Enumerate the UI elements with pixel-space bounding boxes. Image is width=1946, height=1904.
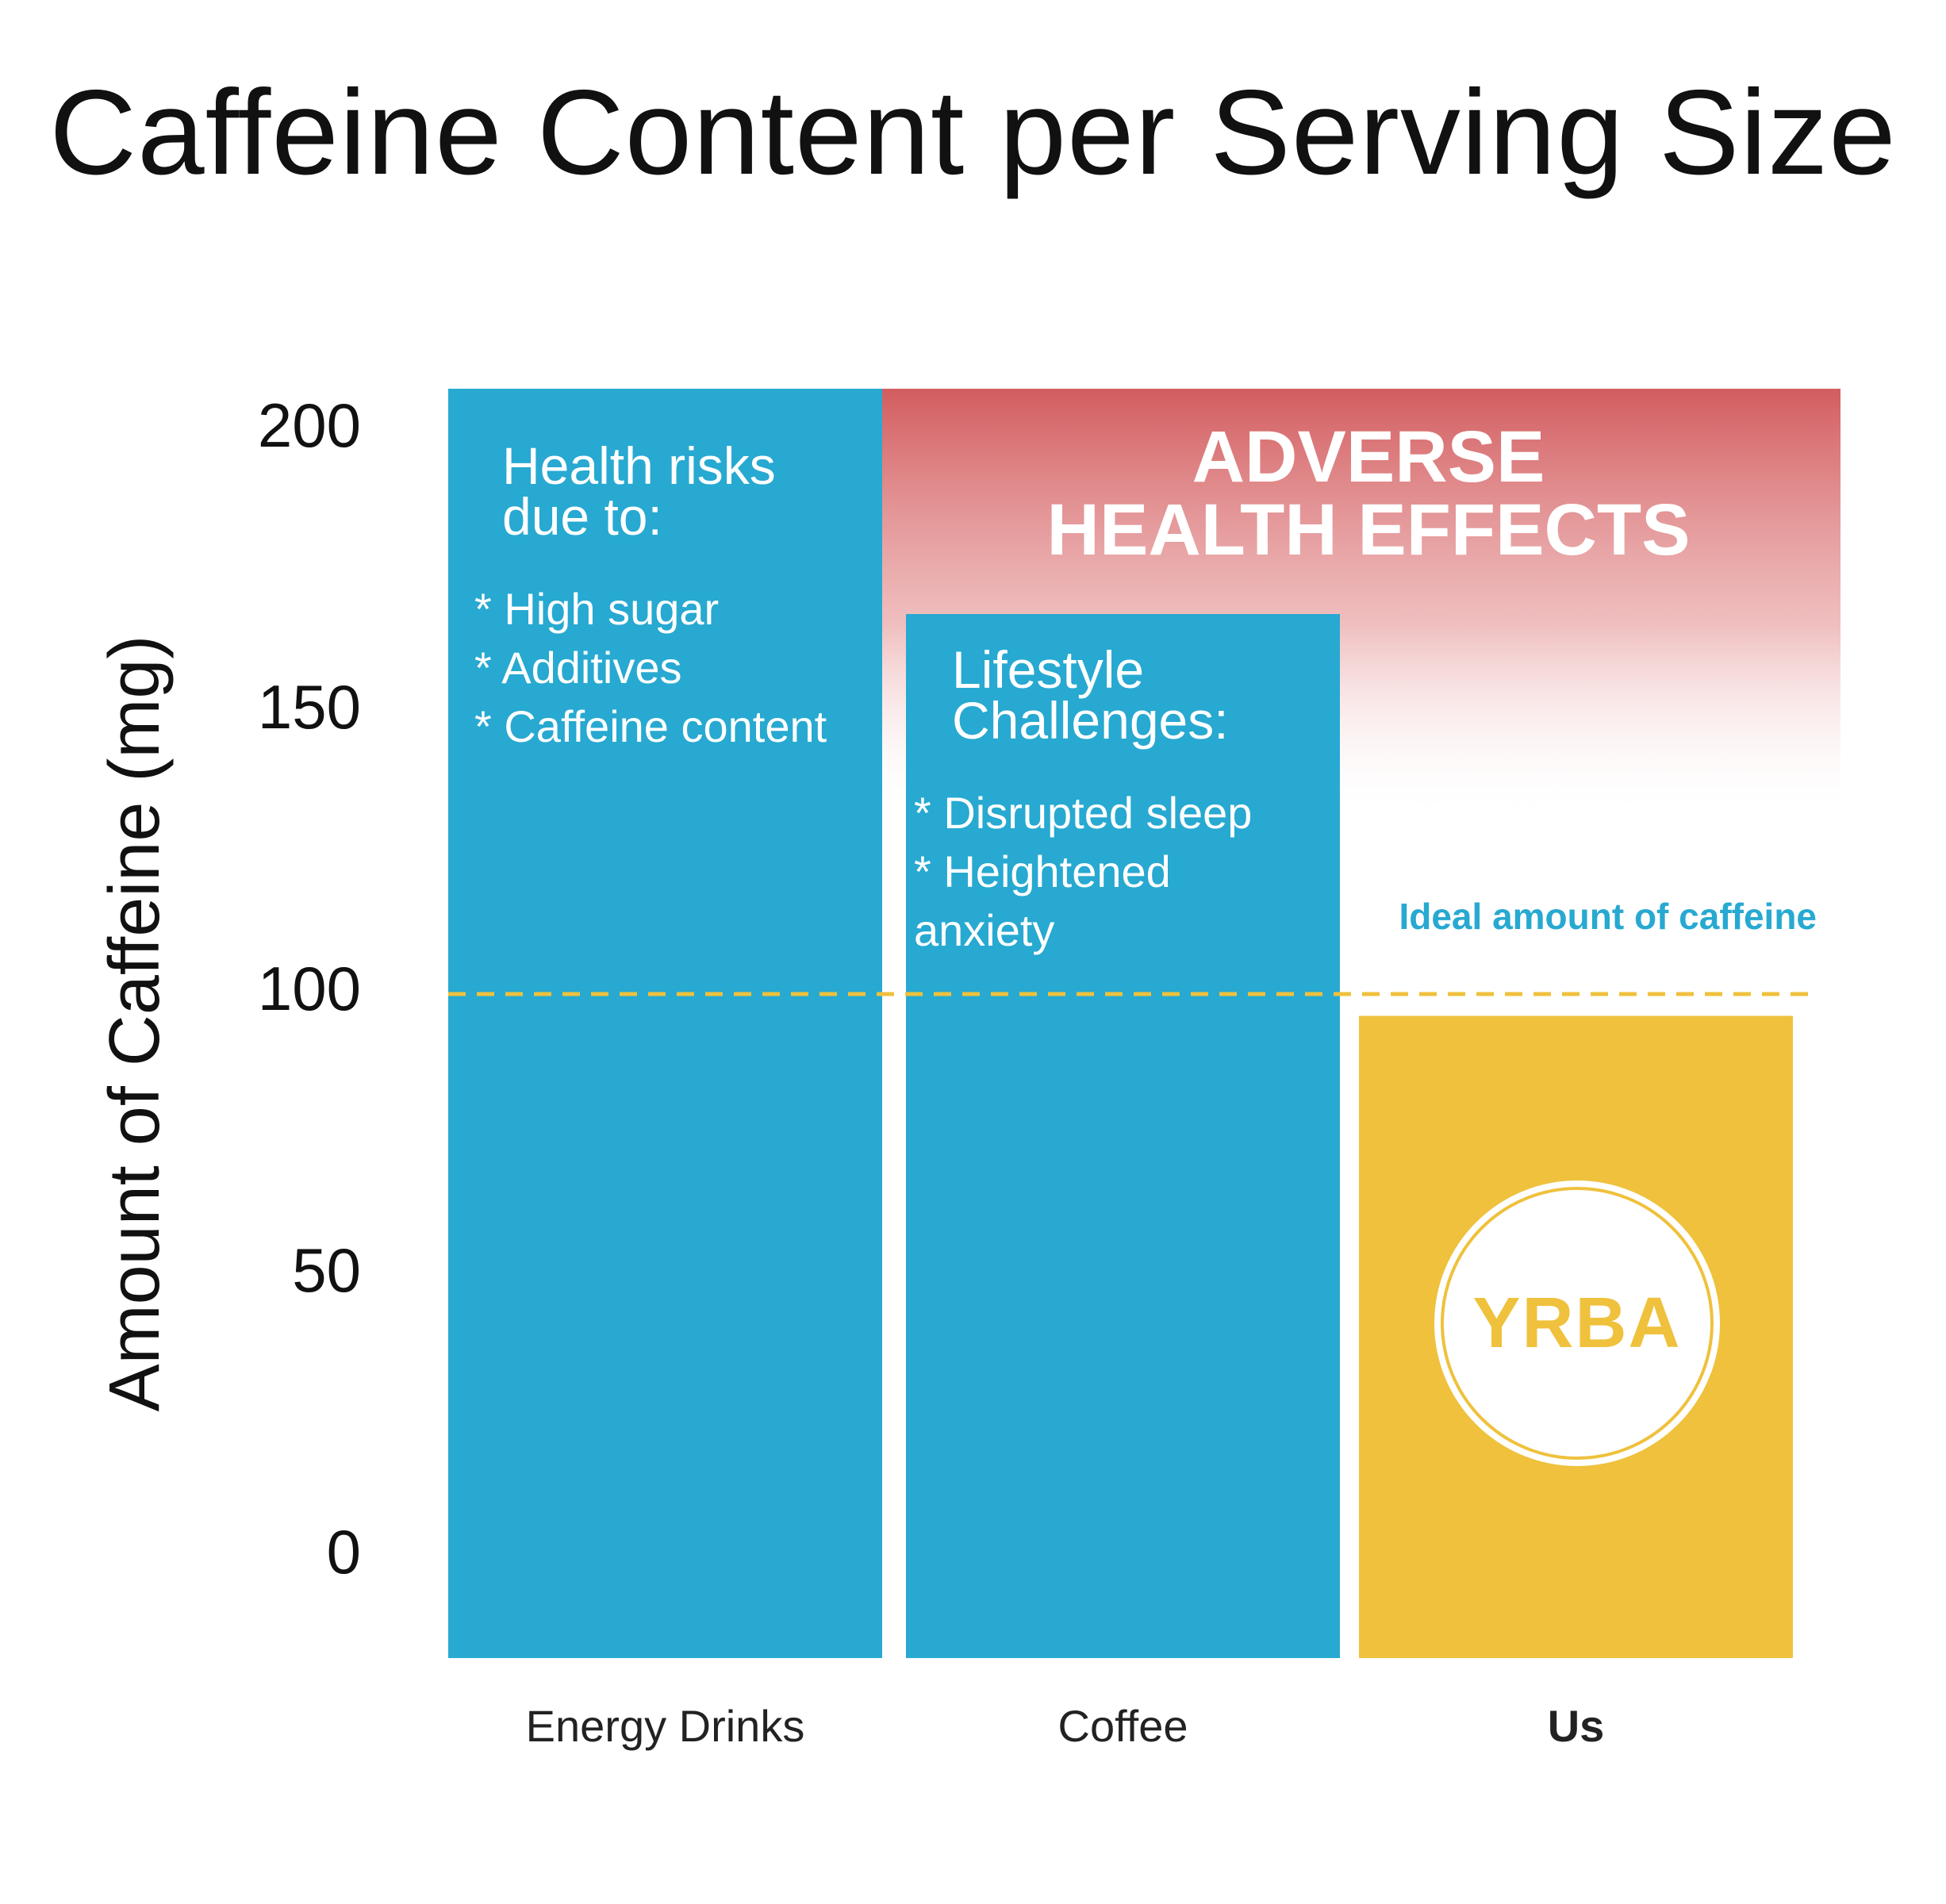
energy-drinks-heading-line2: due to: (502, 487, 662, 546)
coffee-annotation: Lifestyle Challenges: * Disrupted sleep … (914, 640, 1252, 960)
x-tick-label: Energy Drinks (526, 1701, 805, 1751)
energy-drinks-annotation-list: * High sugar * Additives * Caffeine cont… (474, 580, 827, 756)
x-tick-label: Us (1548, 1701, 1605, 1751)
list-item: * Disrupted sleep (914, 788, 1253, 838)
coffee-annotation-heading: Lifestyle Challenges: (952, 640, 1252, 750)
energy-drinks-annotation-heading: Health risks due to: (502, 436, 827, 546)
y-tick-label: 0 (327, 1517, 361, 1587)
list-item: anxiety (914, 905, 1055, 955)
energy-drinks-annotation: Health risks due to: * High sugar * Addi… (474, 436, 827, 756)
y-tick-label: 150 (258, 672, 361, 742)
coffee-annotation-list: * Disrupted sleep * Heightened anxiety (914, 784, 1252, 960)
logo-text: YRBA (1472, 1283, 1682, 1363)
x-tick-label: Coffee (1058, 1701, 1188, 1751)
list-item: * Caffeine content (474, 701, 827, 751)
adverse-zone-label-line1: ADVERSE (1192, 416, 1545, 497)
logo-ring (1441, 1187, 1714, 1460)
yrba-logo: YRBA (1434, 1180, 1720, 1466)
reference-line-label: Ideal amount of caffeine (1399, 896, 1817, 937)
energy-drinks-heading-line1: Health risks (502, 436, 776, 495)
list-item: * Heightened (914, 846, 1171, 896)
adverse-zone-label-line2: HEALTH EFFECTS (1046, 489, 1691, 570)
adverse-zone-label: ADVERSE HEALTH EFFECTS (889, 420, 1848, 566)
coffee-heading-line1: Lifestyle (952, 640, 1145, 699)
y-tick-label: 50 (292, 1235, 361, 1305)
coffee-heading-line2: Challenges: (952, 691, 1229, 750)
list-item: * High sugar (474, 584, 720, 634)
y-tick-label: 200 (258, 390, 361, 460)
chart-title: Caffeine Content per Serving Size (49, 65, 1897, 200)
list-item: * Additives (474, 643, 682, 693)
bar-coffee (906, 614, 1340, 1658)
y-tick-label: 100 (258, 954, 361, 1023)
bar-energy-drinks (448, 389, 882, 1658)
